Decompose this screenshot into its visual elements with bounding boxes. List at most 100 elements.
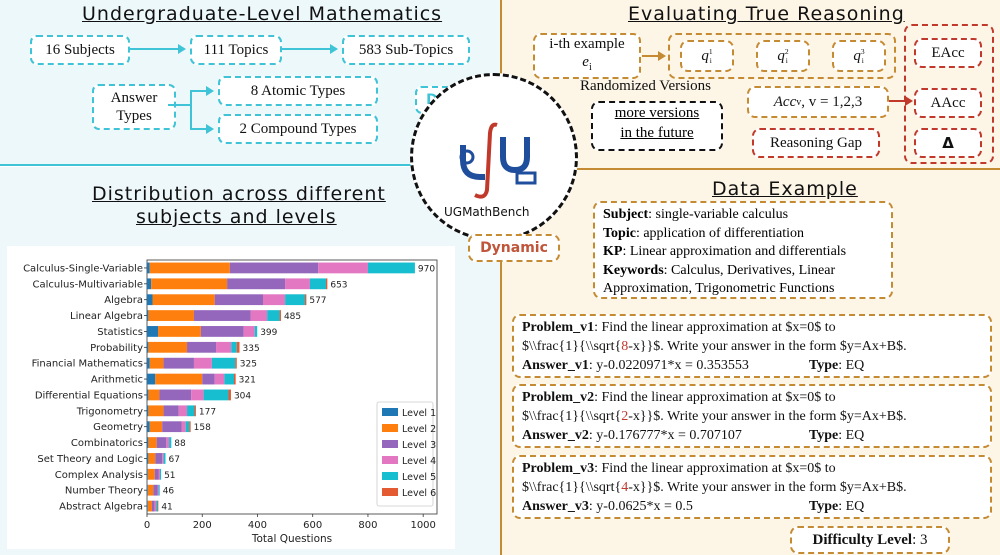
legend-label: Level 3 xyxy=(402,440,436,451)
category-label: Statistics xyxy=(97,327,143,338)
reasoning-section-title: Evaluating True Reasoning xyxy=(628,3,905,25)
bar-segment-3 xyxy=(163,405,179,417)
bar-segment-3 xyxy=(214,294,263,306)
legend-label: Level 2 xyxy=(402,424,436,435)
legend-label: Level 1 xyxy=(402,408,436,419)
bar-segment-2 xyxy=(149,421,163,433)
bar-segment-6 xyxy=(157,500,159,512)
difficulty-box: Difficulty Level: 3 xyxy=(790,526,950,554)
arrow-topics-subtopics xyxy=(282,44,338,54)
ugmathbench-logo-icon xyxy=(459,122,537,199)
bar-segment-3 xyxy=(202,373,215,385)
bar-segment-5 xyxy=(156,500,158,512)
bar-segment-4 xyxy=(318,262,368,274)
bar-segment-3 xyxy=(156,437,167,448)
category-label: Probability xyxy=(90,343,143,354)
distribution-chart: Calculus-Single-Variable 970 Calculus-Mult… xyxy=(23,259,438,545)
bar-segment-2 xyxy=(152,294,215,306)
total-label: 177 xyxy=(199,407,216,417)
bar-segment-1 xyxy=(147,453,149,464)
bar-segment-2 xyxy=(147,468,155,480)
accuracy-formula: Acc v, v = 1,2,3 xyxy=(747,86,889,118)
category-label: Abstract Algebra xyxy=(59,502,143,513)
category-label: Combinatorics xyxy=(71,438,143,449)
bar-segment-1 xyxy=(147,484,148,496)
data-example-title: Data Example xyxy=(712,178,858,200)
plot-frame xyxy=(146,259,438,515)
problem-v2-label: Problem_v2 xyxy=(522,390,595,405)
category-label: Geometry xyxy=(93,422,143,433)
bar-segment-4 xyxy=(154,500,157,512)
versions-container xyxy=(668,33,896,79)
delta-box: Δ xyxy=(914,128,982,158)
dynamic-label: Dynamic xyxy=(468,234,560,262)
bar-segment-2 xyxy=(158,326,201,337)
keywords-value-2: Approximation, Trigonometric Functions xyxy=(603,281,835,296)
bar-segment-4 xyxy=(250,310,268,321)
x-axis-label: Total Questions xyxy=(251,533,332,545)
bar-segment-1 xyxy=(147,405,149,417)
bar-segment-6 xyxy=(325,278,328,290)
horizontal-divider-right xyxy=(502,168,1000,170)
difficulty-label: Difficulty Level xyxy=(812,531,913,548)
answer-v1-label: Answer_v1 xyxy=(522,358,589,373)
total-label: 335 xyxy=(243,344,260,354)
answer-v2-label: Answer_v2 xyxy=(522,428,589,443)
legend-label: Level 4 xyxy=(402,456,436,467)
problem-v1-label: Problem_v1 xyxy=(522,320,595,335)
category-label: Differential Equations xyxy=(35,390,143,401)
bar-segment-5 xyxy=(158,484,160,496)
reasoning-gap-box: Reasoning Gap xyxy=(752,128,880,158)
bar-segment-2 xyxy=(148,341,188,353)
bar-segment-3 xyxy=(227,278,286,290)
x-tick-label: 600 xyxy=(303,520,322,531)
total-label: 653 xyxy=(330,280,347,290)
keywords-value: : Calculus, Derivatives, Linear xyxy=(663,262,836,278)
bar-segment-6 xyxy=(228,389,231,401)
bar-segment-2 xyxy=(149,262,230,274)
distribution-title-line2: subjects and levels xyxy=(136,206,337,228)
arrow-subjects-topics xyxy=(130,44,186,54)
bar-segment-5 xyxy=(163,453,166,464)
bar-segment-4 xyxy=(166,437,170,448)
bar-segment-1 xyxy=(147,421,150,433)
category-label: Calculus-Single-Variable xyxy=(23,263,143,274)
bar-segment-1 xyxy=(147,262,150,274)
bar-segment-4 xyxy=(157,484,159,496)
more-versions-box: more versions in the future xyxy=(591,101,723,151)
x-tick-label: 400 xyxy=(248,520,267,531)
atomic-types-box: 8 Atomic Types xyxy=(218,76,378,106)
logo-name: UGMathBench xyxy=(444,205,530,219)
compound-types-box: 2 Compound Types xyxy=(218,114,378,144)
arrow-compound xyxy=(190,124,214,134)
bar-segment-5 xyxy=(309,278,326,290)
bar-segment-3 xyxy=(153,484,158,496)
bar-segment-5 xyxy=(254,326,258,337)
category-label: Number Theory xyxy=(65,486,143,497)
math-section-title: Undergraduate-Level Mathematics xyxy=(82,3,443,25)
answer-types-box: Answer Types xyxy=(92,84,176,130)
category-label: Complex Analysis xyxy=(55,470,143,481)
answer-v3-label: Answer_v3 xyxy=(522,499,589,514)
legend-swatch xyxy=(382,456,398,464)
legend-swatch xyxy=(382,424,398,432)
total-label: 304 xyxy=(234,391,251,401)
branch-line xyxy=(168,104,190,106)
legend-swatch xyxy=(382,408,398,416)
bar-segment-5 xyxy=(267,310,280,321)
category-label: Algebra xyxy=(104,295,143,306)
bar-segment-4 xyxy=(181,421,186,433)
problem-v2-card: Problem_v2: Find the linear approximatio… xyxy=(512,384,992,448)
bar-segment-1 xyxy=(147,389,149,401)
category-label: Linear Algebra xyxy=(70,311,143,322)
bar-segment-1 xyxy=(147,341,149,353)
bar-segment-1 xyxy=(147,310,149,321)
bar-segment-6 xyxy=(194,405,196,417)
bar-segment-3 xyxy=(151,500,155,512)
x-tick-label: 200 xyxy=(193,520,212,531)
bar-segment-3 xyxy=(200,326,244,337)
bar-segment-2 xyxy=(147,500,152,512)
bar-segment-6 xyxy=(189,421,191,433)
problem-v1-card: Problem_v1: Find the linear approximatio… xyxy=(512,314,992,378)
